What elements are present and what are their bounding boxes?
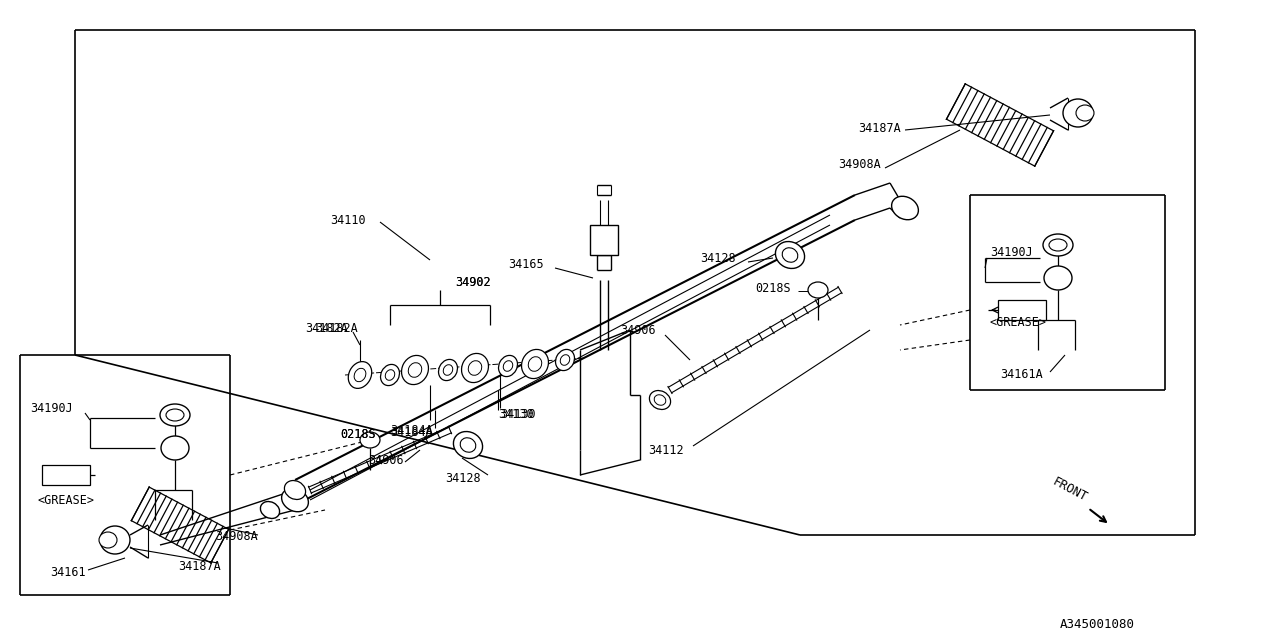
Text: <GREASE>: <GREASE> — [38, 493, 95, 506]
Text: 34165: 34165 — [508, 259, 544, 271]
Ellipse shape — [556, 349, 575, 371]
Text: 34161A: 34161A — [1000, 369, 1043, 381]
Ellipse shape — [282, 488, 308, 512]
Text: 34184A: 34184A — [390, 424, 433, 436]
Ellipse shape — [654, 395, 666, 405]
Text: 34182A: 34182A — [315, 321, 357, 335]
Bar — [42, 465, 90, 485]
Ellipse shape — [782, 248, 797, 262]
Text: 34908A: 34908A — [838, 159, 881, 172]
Text: 34161: 34161 — [50, 566, 86, 579]
Text: 34190J: 34190J — [29, 401, 73, 415]
Ellipse shape — [503, 361, 513, 371]
Text: 34906: 34906 — [620, 323, 655, 337]
Text: 34130: 34130 — [498, 408, 534, 422]
Text: 34906: 34906 — [369, 454, 403, 467]
Text: <GREASE>: <GREASE> — [989, 317, 1047, 330]
Text: 0218S: 0218S — [340, 429, 375, 442]
Ellipse shape — [443, 365, 453, 375]
Text: 34187A: 34187A — [858, 122, 901, 134]
Ellipse shape — [498, 355, 517, 376]
Text: 34908A: 34908A — [215, 531, 257, 543]
Ellipse shape — [360, 432, 380, 448]
Ellipse shape — [649, 390, 671, 410]
Text: 34182A: 34182A — [305, 321, 348, 335]
Ellipse shape — [529, 356, 541, 371]
Text: 34110: 34110 — [330, 214, 366, 227]
Bar — [998, 300, 1046, 320]
Bar — [590, 225, 618, 255]
Ellipse shape — [453, 431, 483, 458]
Ellipse shape — [385, 370, 394, 380]
Text: 34187A: 34187A — [178, 561, 220, 573]
Text: 34902: 34902 — [454, 276, 490, 289]
Ellipse shape — [402, 355, 429, 385]
Ellipse shape — [260, 502, 279, 518]
Ellipse shape — [161, 436, 189, 460]
Text: 34128: 34128 — [445, 472, 480, 484]
Text: FRONT: FRONT — [1050, 476, 1089, 504]
Text: 34112: 34112 — [648, 444, 684, 456]
Ellipse shape — [892, 196, 918, 220]
Text: 34190J: 34190J — [989, 246, 1033, 259]
Ellipse shape — [1076, 105, 1094, 121]
Ellipse shape — [561, 355, 570, 365]
Ellipse shape — [461, 438, 476, 452]
Text: 34902: 34902 — [454, 276, 490, 289]
Ellipse shape — [521, 349, 548, 379]
Ellipse shape — [166, 409, 184, 421]
Text: 34130: 34130 — [500, 408, 535, 422]
Ellipse shape — [439, 360, 457, 381]
Ellipse shape — [1062, 99, 1093, 127]
Text: 34128: 34128 — [700, 252, 736, 264]
Ellipse shape — [468, 361, 481, 375]
Ellipse shape — [462, 353, 489, 383]
Ellipse shape — [408, 363, 421, 378]
Ellipse shape — [1050, 239, 1068, 251]
Ellipse shape — [99, 532, 116, 548]
Ellipse shape — [284, 481, 306, 499]
Ellipse shape — [380, 364, 399, 385]
Text: 34184A: 34184A — [390, 426, 433, 438]
Text: A345001080: A345001080 — [1060, 618, 1135, 632]
Ellipse shape — [1044, 266, 1073, 290]
Ellipse shape — [355, 368, 366, 381]
Ellipse shape — [348, 362, 371, 388]
Ellipse shape — [160, 404, 189, 426]
Ellipse shape — [776, 241, 805, 268]
Ellipse shape — [808, 282, 828, 298]
Ellipse shape — [100, 526, 131, 554]
Text: 0218S: 0218S — [340, 429, 375, 442]
Ellipse shape — [1043, 234, 1073, 256]
Text: 0218S: 0218S — [755, 282, 791, 294]
